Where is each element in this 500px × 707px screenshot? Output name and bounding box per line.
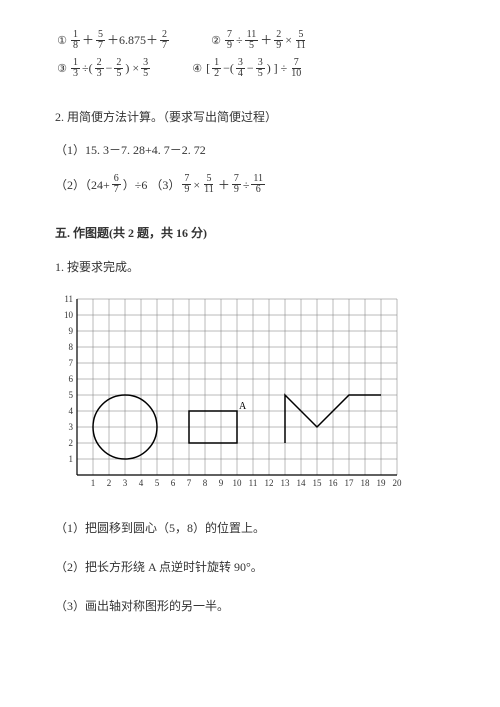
op: ) ] ÷	[267, 59, 288, 78]
expr-4: ④ [ 12 −( 34 − 35 ) ] ÷ 710	[190, 58, 303, 80]
svg-text:18: 18	[361, 478, 371, 488]
svg-text:17: 17	[345, 478, 355, 488]
frac: 79	[225, 30, 234, 52]
svg-text:9: 9	[219, 478, 224, 488]
frac: 29	[274, 30, 283, 52]
svg-text:1: 1	[69, 454, 74, 464]
frac: 35	[141, 58, 150, 80]
expr-3: ③ 13 ÷( 23 − 25 ) × 35	[55, 58, 150, 80]
frac: 116	[251, 174, 265, 196]
svg-text:14: 14	[297, 478, 307, 488]
svg-text:16: 16	[329, 478, 339, 488]
frac: 27	[160, 30, 169, 52]
expr-1: ① 18 ＋ 57 ＋6.875＋ 27	[55, 30, 169, 52]
svg-text:12: 12	[265, 478, 274, 488]
frac: 25	[114, 58, 123, 80]
op: ＋	[260, 31, 272, 50]
op: ÷	[243, 176, 250, 195]
svg-text:8: 8	[69, 342, 74, 352]
svg-text:5: 5	[155, 478, 160, 488]
svg-text:11: 11	[64, 294, 73, 304]
svg-text:7: 7	[187, 478, 192, 488]
frac: 79	[232, 174, 241, 196]
op: −	[106, 59, 113, 78]
svg-text:7: 7	[69, 358, 74, 368]
svg-text:6: 6	[171, 478, 176, 488]
svg-text:20: 20	[393, 478, 403, 488]
svg-text:13: 13	[281, 478, 291, 488]
svg-text:11: 11	[249, 478, 258, 488]
expression-row-1: ① 18 ＋ 57 ＋6.875＋ 27 ② 79 ÷ 115 ＋ 29 × 5…	[55, 30, 445, 52]
q2-item-3: （3） 79 × 511 ＋ 79 ÷ 116	[150, 174, 265, 196]
q2-title: 2. 用简便方法计算。（要求写出简便过程）	[55, 108, 445, 127]
op: −(	[223, 59, 234, 78]
svg-text:1: 1	[91, 478, 96, 488]
frac: 57	[96, 30, 105, 52]
svg-text:5: 5	[69, 390, 74, 400]
svg-text:6: 6	[69, 374, 74, 384]
q2-item-1: （1）15. 3－7. 28+4. 7－2. 72	[55, 141, 445, 160]
op: ×	[285, 31, 292, 50]
marker-4: ④	[190, 62, 204, 76]
svg-text:2: 2	[69, 438, 74, 448]
svg-text:8: 8	[203, 478, 208, 488]
frac: 34	[236, 58, 245, 80]
svg-text:19: 19	[377, 478, 387, 488]
frac: 511	[294, 30, 308, 52]
svg-text:3: 3	[123, 478, 128, 488]
svg-text:2: 2	[107, 478, 112, 488]
marker-3: ③	[55, 62, 69, 76]
frac: 23	[95, 58, 104, 80]
frac: 710	[289, 58, 303, 80]
svg-text:10: 10	[64, 310, 74, 320]
op: ) ×	[125, 59, 139, 78]
op: ＋	[218, 176, 230, 195]
frac: 12	[212, 58, 221, 80]
svg-text:A: A	[239, 401, 247, 412]
op: [	[206, 59, 210, 78]
marker-1: ①	[55, 34, 69, 48]
subq-2: （2）把长方形绕 A 点逆时针旋转 90°。	[55, 558, 445, 577]
svg-text:3: 3	[69, 422, 74, 432]
expr-2: ② 79 ÷ 115 ＋ 29 × 511	[209, 30, 308, 52]
op: ÷(	[82, 59, 93, 78]
q2-item-2: （2）（24+ 67 ）÷6	[55, 174, 147, 196]
frac: 79	[182, 174, 191, 196]
text: （3）	[150, 176, 180, 195]
frac: 13	[71, 58, 80, 80]
frac: 18	[71, 30, 80, 52]
frac: 35	[256, 58, 265, 80]
marker-2: ②	[209, 34, 223, 48]
text: （2）（24+	[55, 176, 110, 195]
text: ）÷6	[123, 176, 148, 195]
svg-text:4: 4	[69, 406, 74, 416]
frac: 511	[202, 174, 216, 196]
op: ＋6.875＋	[107, 31, 158, 50]
svg-text:9: 9	[69, 326, 74, 336]
op: ÷	[236, 31, 243, 50]
grid-figure: 1234567891011121314151617181920123456789…	[55, 289, 415, 499]
op: ×	[193, 176, 200, 195]
op: −	[247, 59, 254, 78]
frac: 67	[112, 174, 121, 196]
svg-text:15: 15	[313, 478, 323, 488]
section5-heading: 五. 作图题(共 2 题，共 16 分)	[55, 224, 445, 243]
svg-text:4: 4	[139, 478, 144, 488]
expression-row-2: ③ 13 ÷( 23 − 25 ) × 35 ④ [ 12 −( 34 − 35…	[55, 58, 445, 80]
subq-3: （3）画出轴对称图形的另一半。	[55, 597, 445, 616]
frac: 115	[245, 30, 259, 52]
svg-text:10: 10	[233, 478, 243, 488]
subq-1: （1）把圆移到圆心（5，8）的位置上。	[55, 519, 445, 538]
op: ＋	[82, 31, 94, 50]
section5-q1: 1. 按要求完成。	[55, 258, 445, 277]
